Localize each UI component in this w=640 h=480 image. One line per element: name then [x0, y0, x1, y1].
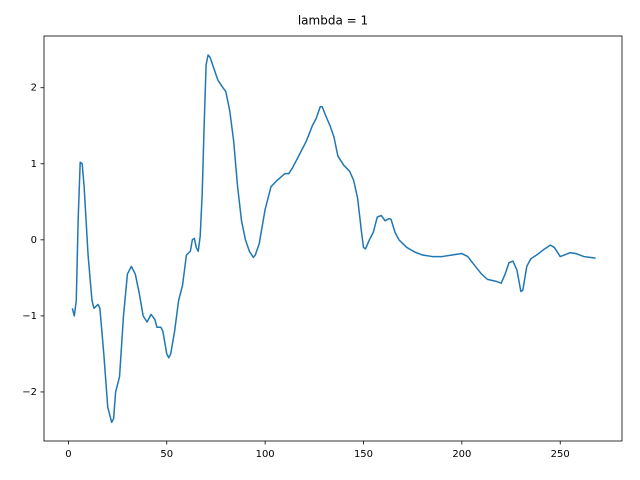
y-tick-label: −1 [22, 311, 37, 322]
x-tick-label: 200 [452, 449, 471, 460]
x-tick-label: 0 [65, 449, 71, 460]
chart-title: lambda = 1 [298, 14, 368, 28]
x-tick-label: 50 [160, 449, 173, 460]
y-tick-label: −2 [22, 387, 37, 398]
y-tick-label: 0 [31, 235, 37, 246]
plot-frame [43, 35, 623, 442]
x-tick-label: 100 [256, 449, 275, 460]
data-line [71, 54, 596, 424]
y-tick-label: 2 [31, 83, 37, 94]
x-tick-label: 250 [551, 449, 570, 460]
x-tick-label: 150 [354, 449, 373, 460]
y-tick-label: 1 [31, 159, 37, 170]
